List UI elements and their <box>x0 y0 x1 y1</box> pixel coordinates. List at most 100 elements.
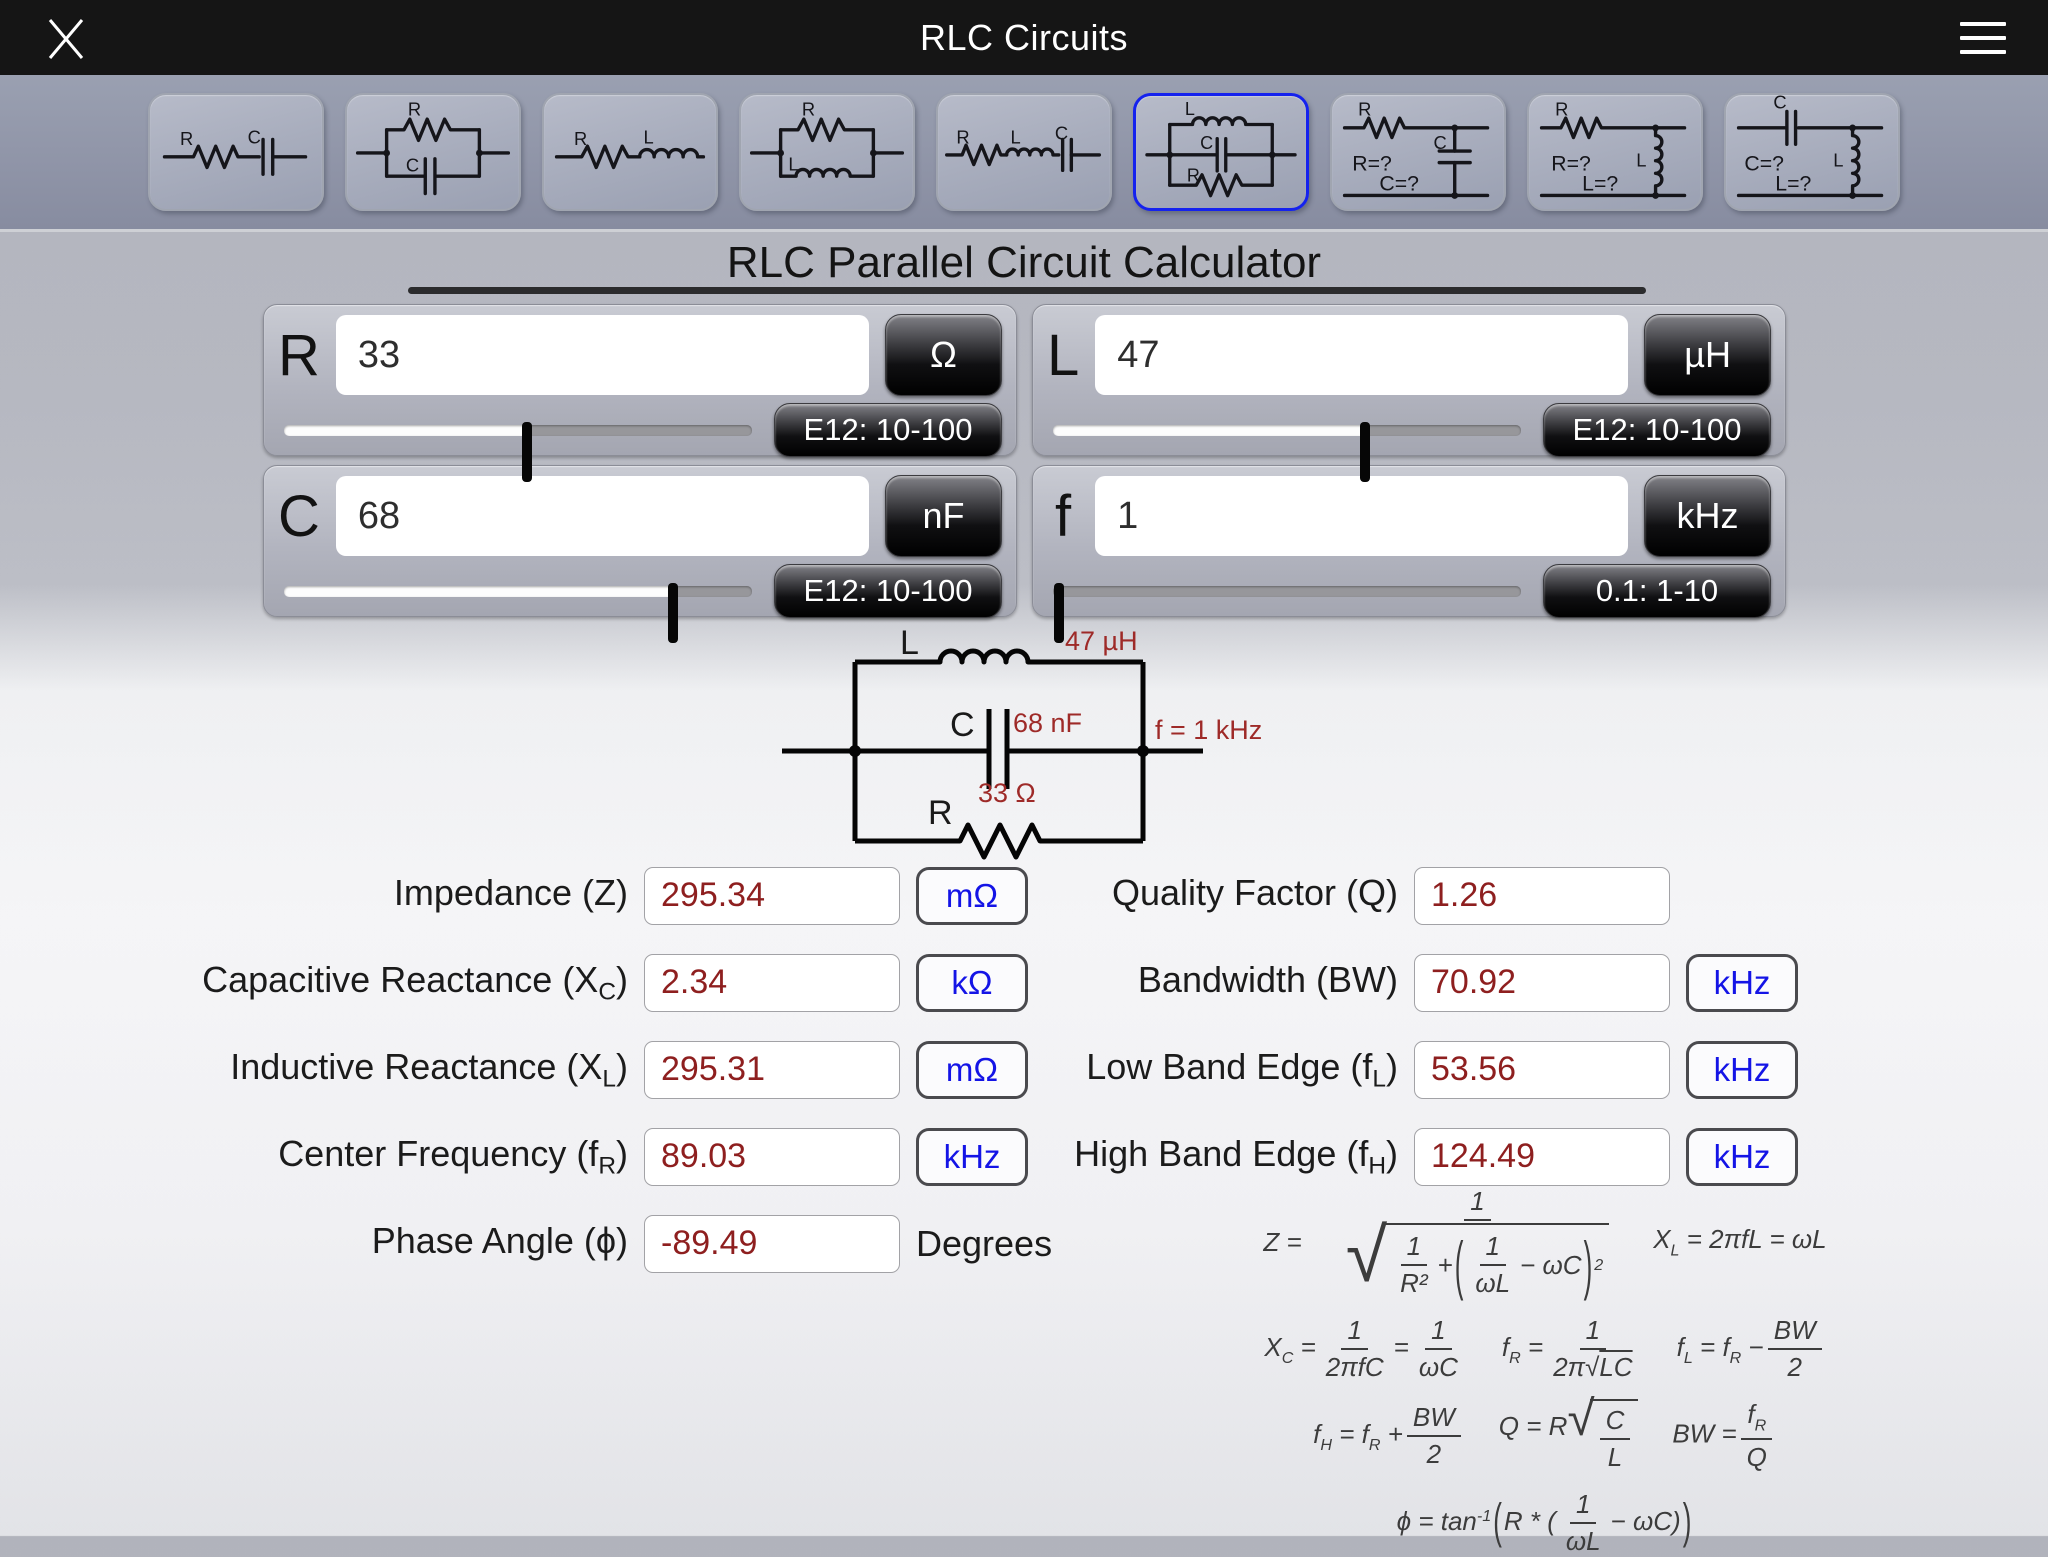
frequency-label: f <box>1054 483 1072 549</box>
inductive-reactance-unit-button[interactable]: mΩ <box>916 1040 1028 1099</box>
inductor-value: 47 µH <box>1065 626 1138 656</box>
capacitive-reactance-row: Capacitive Reactance (XC) 2.34 kΩ <box>0 939 1056 1026</box>
menu-button[interactable] <box>1960 18 2008 58</box>
resistance-input[interactable] <box>335 315 869 395</box>
impedance-value: 295.34 <box>644 866 900 925</box>
svg-text:L: L <box>644 126 654 147</box>
svg-text:R=?: R=? <box>1551 151 1591 175</box>
inductance-range-button[interactable]: E12: 10-100 <box>1543 403 1771 457</box>
impedance-unit-button[interactable]: mΩ <box>916 866 1028 925</box>
slider-track[interactable] <box>1053 422 1521 482</box>
input-panels: R Ω E12: 10-100 L µH E12: 10-100 <box>263 304 1786 643</box>
slider-track[interactable] <box>284 422 752 482</box>
resistance-panel: R Ω E12: 10-100 <box>263 304 1017 482</box>
capacitor-value: 68 nF <box>1013 708 1082 738</box>
formula-row-3: fH = fR + BW 2 Q = R √ C L BW = fR Q <box>1245 1394 1845 1473</box>
low-band-edge-value: 53.56 <box>1414 1040 1670 1099</box>
tab-rlc-series-circuit[interactable]: R L C <box>936 93 1112 211</box>
tab-rl-series-circuit[interactable]: R L <box>542 93 718 211</box>
center-frequency-unit-button[interactable]: kHz <box>916 1127 1028 1186</box>
svg-text:C=?: C=? <box>1379 172 1419 196</box>
svg-text:L: L <box>1636 149 1646 170</box>
svg-text:C: C <box>1433 132 1446 153</box>
frequency-panel: f kHz 0.1: 1-10 <box>1032 465 1786 643</box>
hamburger-icon <box>1960 22 2006 26</box>
svg-text:R: R <box>574 128 587 149</box>
capacitance-unit-button[interactable]: nF <box>884 475 1002 557</box>
impedance-row: Impedance (Z) 295.34 mΩ <box>0 852 1056 939</box>
resistance-label: R <box>278 322 320 388</box>
capacitor-label: C <box>950 706 975 744</box>
frequency-range-button[interactable]: 0.1: 1-10 <box>1543 564 1771 618</box>
resistance-unit-button[interactable]: Ω <box>884 314 1002 396</box>
circuit-diagram: L 47 µH C 68 nF f = 1 kHz R 33 Ω <box>765 622 1265 880</box>
capacitive-reactance-unit-button[interactable]: kΩ <box>916 953 1028 1012</box>
impedance-label: Impedance (Z) <box>393 871 628 913</box>
resistor-label: R <box>928 794 953 832</box>
bandwidth-value: 70.92 <box>1414 953 1670 1012</box>
high-band-edge-label: High Band Edge (fH) <box>1074 1132 1398 1180</box>
quality-factor-value: 1.26 <box>1414 866 1670 925</box>
svg-text:R: R <box>1187 165 1200 185</box>
tab-rc-solve-circuit[interactable]: R C R=? C=? <box>1330 93 1506 211</box>
capacitance-input[interactable] <box>335 476 869 556</box>
svg-text:R: R <box>956 126 969 147</box>
high-band-edge-value: 124.49 <box>1414 1127 1670 1186</box>
close-icon <box>48 19 84 59</box>
low-band-edge-row: Low Band Edge (fL) 53.56 kHz <box>770 1026 1826 1113</box>
resistance-slider[interactable] <box>278 403 758 482</box>
svg-text:C: C <box>1200 133 1213 153</box>
svg-text:L: L <box>1185 99 1195 119</box>
formula-inductive-reactance: XL = 2πfL = ωL <box>1653 1224 1827 1260</box>
tab-rl-parallel-circuit[interactable]: R L <box>739 93 915 211</box>
slider-track[interactable] <box>1053 583 1521 643</box>
quality-factor-row: Quality Factor (Q) 1.26 <box>770 852 1826 939</box>
formula-row-2: XC = 1 2πfC = 1 ωC fR = 1 2π√LC fL = fR − BW 2 <box>1245 1315 1845 1383</box>
page-title: RLC Parallel Circuit Calculator <box>726 238 1322 287</box>
high-band-edge-row: High Band Edge (fH) 124.49 kHz <box>770 1113 1826 1200</box>
svg-text:R: R <box>408 98 421 119</box>
tab-label: R <box>180 128 193 149</box>
capacitance-label: C <box>278 483 320 549</box>
frequency-unit-button[interactable]: kHz <box>1644 475 1771 557</box>
slider-thumb[interactable] <box>522 422 533 482</box>
high-band-edge-unit-button[interactable]: kHz <box>1686 1127 1798 1186</box>
quality-factor-label: Quality Factor (Q) <box>1111 871 1398 913</box>
frequency-input[interactable] <box>1095 476 1629 556</box>
svg-text:C: C <box>1773 95 1786 113</box>
low-band-edge-unit-button[interactable]: kHz <box>1686 1040 1798 1099</box>
inductance-unit-button[interactable]: µH <box>1644 314 1771 396</box>
svg-text:L: L <box>788 153 798 174</box>
tab-rc-series-circuit[interactable]: R C <box>148 93 324 211</box>
center-frequency-label: Center Frequency (fR) <box>278 1132 628 1180</box>
tab-rc-parallel-circuit[interactable]: R C <box>345 93 521 211</box>
slider-track[interactable] <box>284 583 752 643</box>
inductance-slider[interactable] <box>1047 403 1527 482</box>
tab-cl-solve-circuit[interactable]: C L C=? L=? <box>1724 93 1900 211</box>
svg-text:L: L <box>1010 126 1020 147</box>
frequency-value: f = 1 kHz <box>1155 715 1262 745</box>
slider-thumb[interactable] <box>1054 583 1064 643</box>
tab-rl-solve-circuit[interactable]: R L R=? L=? <box>1527 93 1703 211</box>
svg-text:R=?: R=? <box>1352 151 1392 175</box>
slider-thumb[interactable] <box>1359 422 1370 482</box>
capacitance-range-button[interactable]: E12: 10-100 <box>774 564 1002 618</box>
svg-text:C: C <box>1055 122 1068 143</box>
app-title: RLC Circuits <box>919 16 1129 58</box>
tab-rlc-parallel-circuit[interactable]: L C R <box>1133 93 1309 211</box>
inductance-input[interactable] <box>1095 315 1629 395</box>
capacitance-slider[interactable] <box>278 564 758 643</box>
bandwidth-unit-button[interactable]: kHz <box>1686 953 1798 1012</box>
svg-text:R: R <box>1358 98 1371 119</box>
resistance-range-button[interactable]: E12: 10-100 <box>774 403 1002 457</box>
svg-text:L=?: L=? <box>1582 172 1618 196</box>
capacitance-panel: C nF E12: 10-100 <box>263 465 1017 643</box>
low-band-edge-label: Low Band Edge (fL) <box>1086 1045 1398 1093</box>
close-button[interactable] <box>42 14 90 62</box>
frequency-slider[interactable] <box>1047 564 1527 643</box>
inductive-reactance-row: Inductive Reactance (XL) 295.31 mΩ <box>0 1026 1056 1113</box>
capacitive-reactance-label: Capacitive Reactance (XC) <box>202 958 628 1006</box>
phase-angle-value: -89.49 <box>644 1214 900 1273</box>
slider-thumb[interactable] <box>668 583 679 643</box>
